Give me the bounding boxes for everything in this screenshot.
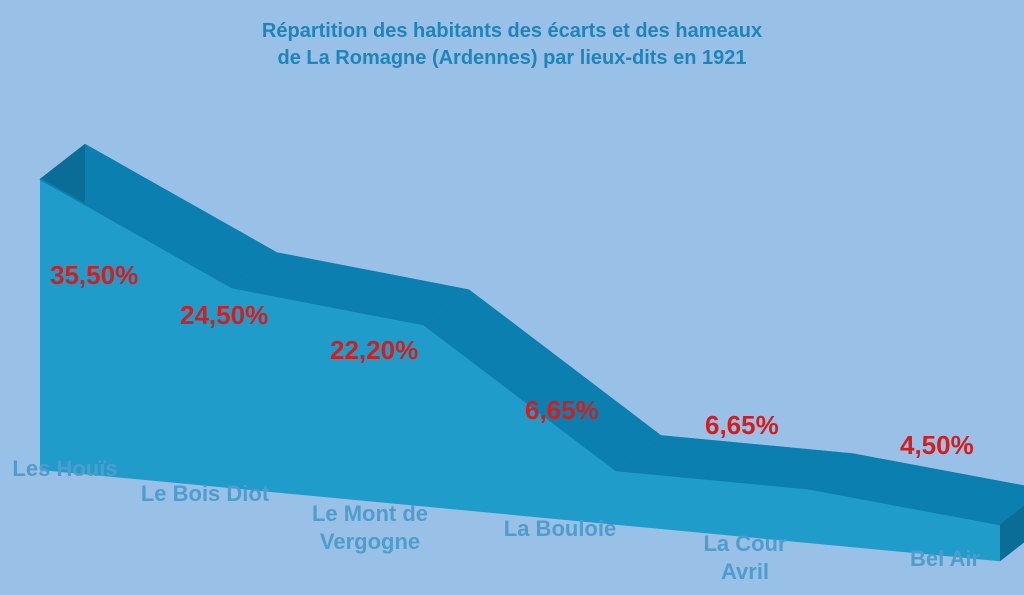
category-label: Le Mont de Vergogne [280,500,460,555]
chart-title-line1: Répartition des habitants des écarts et … [262,20,762,42]
value-label: 24,50% [180,300,268,331]
value-label: 35,50% [50,260,138,291]
value-label: 4,50% [900,430,974,461]
category-label: Le Bois Diot [115,480,295,508]
value-label: 22,20% [330,335,418,366]
category-label: Bel Air [855,545,1024,573]
value-label: 6,65% [525,395,599,426]
value-label: 6,65% [705,410,779,441]
category-label: Les Houïs [0,455,155,483]
category-label: La Cour Avril [655,530,835,585]
chart-title: Répartition des habitants des écarts et … [0,18,1024,72]
population-distribution-chart: Répartition des habitants des écarts et … [0,0,1024,595]
chart-title-line2: de La Romagne (Ardennes) par lieux-dits … [277,47,746,69]
category-label: La Bouloie [470,515,650,543]
